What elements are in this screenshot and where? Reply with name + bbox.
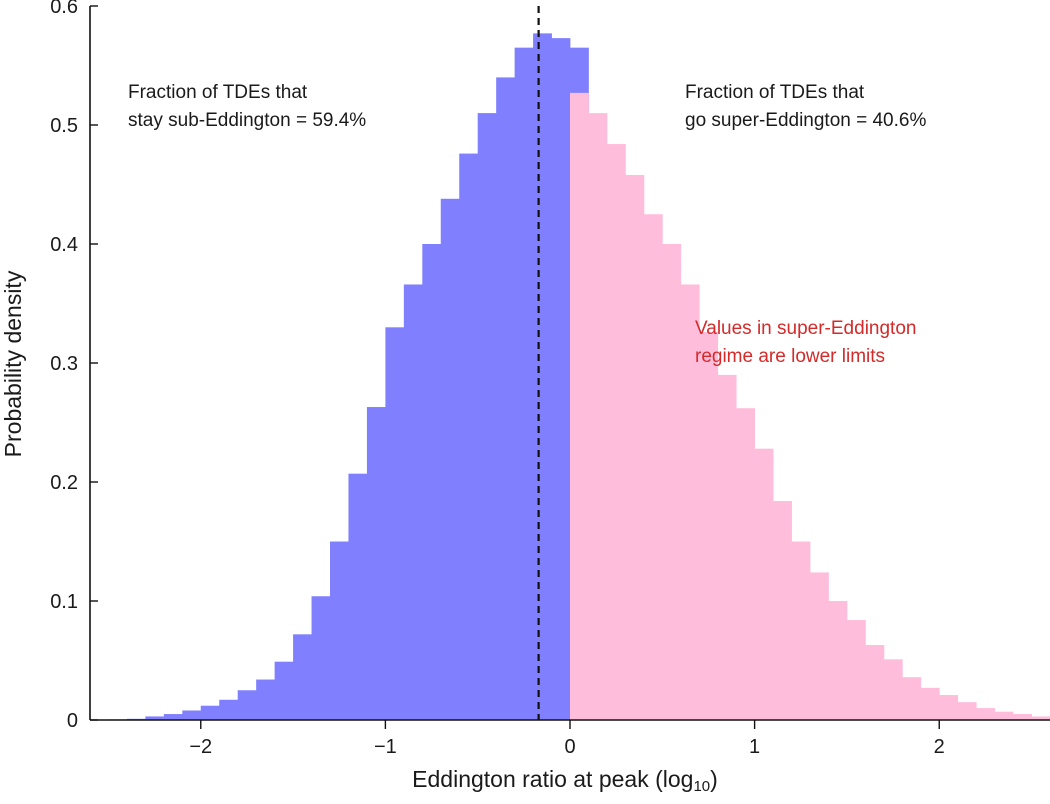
x-axis-title-main: Eddington ratio at peak (log [412, 766, 693, 792]
histogram-bar [1013, 714, 1032, 720]
histogram-bar [348, 473, 368, 720]
histogram-bar [662, 244, 682, 720]
histogram-bar [810, 572, 829, 720]
annotation-left-line2: stay sub-Eddington = 59.4% [128, 110, 366, 131]
histogram-bar [477, 113, 497, 721]
y-tick-label: 0.5 [50, 115, 78, 137]
y-tick-label: 0.6 [50, 0, 78, 18]
y-axis-ticks: 0 0.1 0.2 0.3 0.4 0.5 0.6 [50, 0, 98, 732]
histogram-bar [403, 284, 423, 720]
annotation-right-line2: go super-Eddington = 40.6% [685, 110, 926, 131]
histogram-bar [256, 679, 276, 720]
histogram-bar [791, 541, 811, 720]
x-tick-label: 1 [749, 736, 760, 758]
y-axis-title: Probability density [0, 270, 26, 457]
histogram-bar [514, 47, 534, 720]
histogram-bar [920, 687, 940, 720]
x-tick-label: −1 [374, 736, 397, 758]
histogram-bar [717, 374, 737, 720]
histogram-bar [459, 153, 479, 720]
histogram-bar [219, 699, 239, 720]
histogram-bar [625, 174, 645, 721]
histogram-bar [773, 501, 792, 720]
y-tick-label: 0.1 [50, 591, 78, 613]
histogram-bar [846, 620, 866, 720]
y-tick-label: 0 [67, 710, 78, 732]
histogram-bar [274, 661, 294, 720]
histogram-bar [976, 708, 996, 720]
histogram-bar [182, 710, 202, 720]
histogram-bar [939, 695, 959, 720]
histogram-bar [237, 690, 257, 720]
annotation-left-line1: Fraction of TDEs that [128, 82, 308, 103]
histogram-bar [902, 677, 922, 720]
histogram-bar [385, 327, 405, 720]
histogram-bar [422, 244, 442, 720]
histogram-bar [551, 38, 571, 720]
histogram-bar [440, 198, 460, 720]
histogram-bar [311, 596, 331, 720]
histogram-bar [293, 634, 312, 720]
histogram-bar [699, 332, 719, 720]
histogram-bar [533, 33, 552, 721]
y-tick-label: 0.3 [50, 353, 78, 375]
histogram-bar [957, 702, 977, 720]
histogram-bar [754, 448, 774, 720]
histogram-bar [736, 408, 756, 720]
histogram-bar [606, 144, 626, 721]
y-tick-label: 0.2 [50, 472, 78, 494]
x-tick-label: 2 [934, 736, 945, 758]
histogram-bar [994, 711, 1014, 720]
annotation-lower-limits-line1: Values in super-Eddington [695, 318, 916, 339]
histogram-bar [588, 113, 608, 721]
x-tick-label: −2 [189, 736, 212, 758]
histogram-bar [496, 77, 516, 720]
histogram-bar [366, 407, 386, 720]
y-tick-label: 0.4 [50, 234, 78, 256]
histogram-bar [330, 541, 349, 720]
histogram-bar [680, 284, 700, 720]
histogram-bars [108, 33, 1050, 721]
x-axis-ticks: −2 −1 0 1 2 [189, 720, 945, 758]
histogram-bar [1031, 716, 1050, 720]
histogram-bar [883, 659, 903, 720]
histogram-bar [865, 645, 885, 720]
x-tick-label: 0 [564, 736, 575, 758]
x-axis-title-subscript: 10 [693, 778, 710, 795]
x-axis-title: Eddington ratio at peak (log10) [412, 766, 718, 795]
annotation-lower-limits-line2: regime are lower limits [695, 346, 885, 367]
histogram-bar [643, 214, 663, 720]
histogram-bar [145, 716, 165, 720]
histogram-bar [163, 714, 183, 720]
histogram-bar [570, 92, 589, 721]
x-axis-title-close: ) [710, 766, 718, 792]
histogram-bar [200, 705, 220, 720]
annotation-right-line1: Fraction of TDEs that [685, 82, 865, 103]
histogram-bar [828, 601, 848, 720]
